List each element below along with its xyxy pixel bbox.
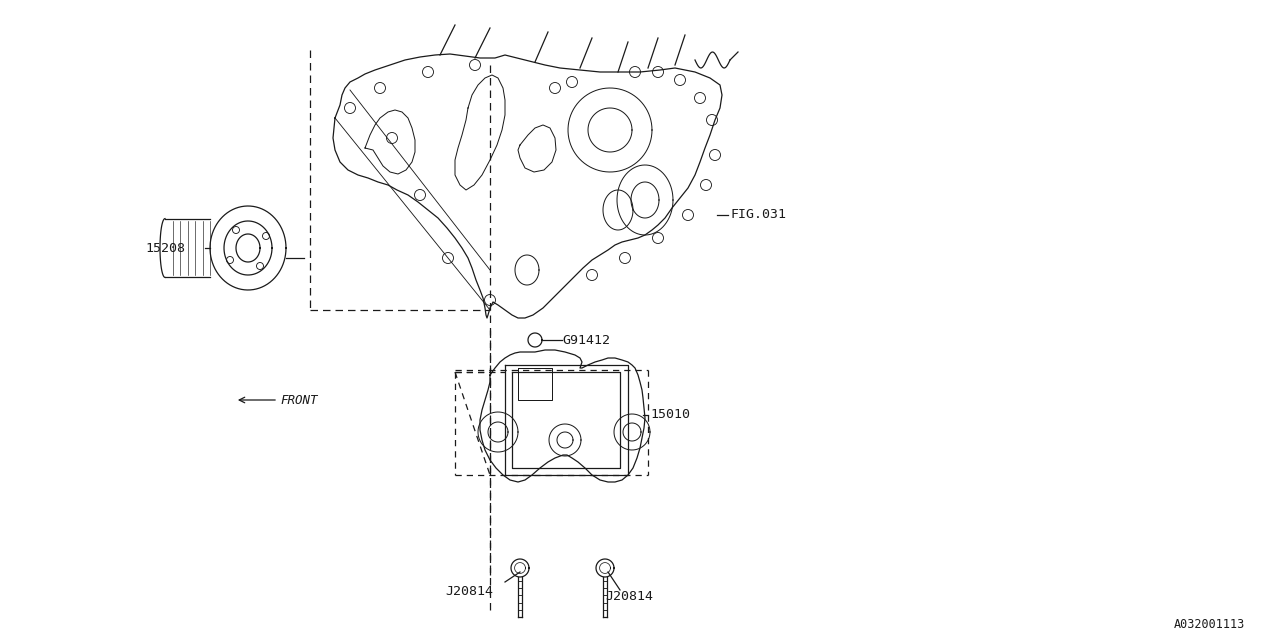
Text: 15208: 15208 xyxy=(145,241,186,255)
Text: FRONT: FRONT xyxy=(280,394,317,406)
Text: J20814: J20814 xyxy=(605,590,653,603)
Text: FIG.031: FIG.031 xyxy=(730,209,786,221)
Text: 15010: 15010 xyxy=(650,408,690,422)
Text: G91412: G91412 xyxy=(562,333,611,346)
Text: A032001113: A032001113 xyxy=(1174,618,1245,632)
Text: J20814: J20814 xyxy=(445,585,493,598)
